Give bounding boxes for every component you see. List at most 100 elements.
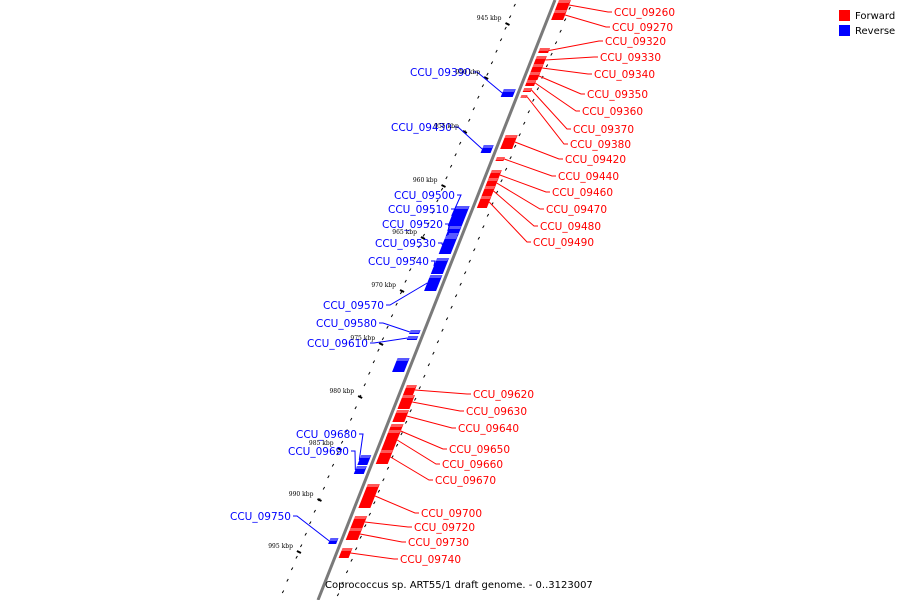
forward-gene-label[interactable]: CCU_09260 xyxy=(614,7,675,19)
gene-glyph xyxy=(522,88,533,92)
tick-dot xyxy=(345,429,348,433)
tick-dot xyxy=(304,532,307,536)
forward-gene-label[interactable]: CCU_09370 xyxy=(573,124,634,136)
leader-line xyxy=(431,260,436,267)
tick-dot xyxy=(309,521,312,525)
leader-line xyxy=(548,40,603,51)
reverse-gene-label[interactable]: CCU_09690 xyxy=(288,446,349,458)
tick-dot xyxy=(504,26,507,30)
gene-highlight xyxy=(486,178,499,181)
tick-dot xyxy=(427,222,430,226)
tick-dot xyxy=(500,179,503,183)
kbp-tick xyxy=(420,236,426,240)
tick-dot xyxy=(299,544,303,548)
legend-forward-label: Forward xyxy=(855,11,895,22)
gene-highlight xyxy=(353,516,368,519)
forward-gene-label[interactable]: CCU_09270 xyxy=(612,22,673,34)
gene-highlight xyxy=(428,275,443,278)
tick-dot xyxy=(281,590,285,594)
forward-gene-label[interactable]: CCU_09740 xyxy=(400,554,461,566)
forward-gene-label[interactable]: CCU_09330 xyxy=(600,52,661,64)
gene-highlight xyxy=(489,170,502,173)
kbp-tick xyxy=(296,550,302,554)
tick-dot xyxy=(423,374,426,378)
reverse-gene-label[interactable]: CCU_09500 xyxy=(394,190,455,202)
leader-line xyxy=(350,552,398,560)
kbp-label: 995 kbp xyxy=(268,543,293,550)
forward-gene-label[interactable]: CCU_09470 xyxy=(546,204,607,216)
tick-dot xyxy=(404,420,408,424)
tick-dot xyxy=(395,302,398,306)
reverse-gene-label[interactable]: CCU_09610 xyxy=(307,338,368,350)
gene-highlight xyxy=(400,395,415,398)
reverse-gene-label[interactable]: CCU_09510 xyxy=(388,204,449,216)
kbp-label: 960 kbp xyxy=(413,177,438,184)
forward-gene-label[interactable]: CCU_09420 xyxy=(565,154,626,166)
leader-line xyxy=(386,282,428,306)
tick-dot xyxy=(322,486,326,490)
reverse-gene-label[interactable]: CCU_09680 xyxy=(296,429,357,441)
gene-highlight xyxy=(404,385,417,388)
tick-dot xyxy=(445,176,448,180)
forward-gene-label[interactable]: CCU_09440 xyxy=(558,171,619,183)
gene-glyph xyxy=(500,89,516,97)
reverse-gene-label[interactable]: CCU_09540 xyxy=(368,256,429,268)
gene-glyph xyxy=(555,0,571,10)
tick-dot xyxy=(290,567,294,571)
reverse-gene-label[interactable]: CCU_09580 xyxy=(316,318,377,330)
forward-gene-label[interactable]: CCU_09620 xyxy=(473,389,534,401)
gene-glyph xyxy=(392,410,410,422)
leader-line xyxy=(293,515,330,542)
tick-dot xyxy=(568,6,571,10)
forward-gene-label[interactable]: CCU_09460 xyxy=(552,187,613,199)
gene-highlight xyxy=(365,484,380,487)
gene-glyph xyxy=(381,430,402,450)
gene-glyph xyxy=(328,538,339,544)
kbp-tick xyxy=(378,342,384,346)
forward-gene-label[interactable]: CCU_09340 xyxy=(594,69,655,81)
forward-gene-label[interactable]: CCU_09650 xyxy=(449,444,510,456)
gene-highlight xyxy=(494,157,505,160)
forward-gene-label[interactable]: CCU_09630 xyxy=(466,406,527,418)
forward-gene-label[interactable]: CCU_09640 xyxy=(458,423,519,435)
reverse-gene-label[interactable]: CCU_09430 xyxy=(391,122,452,134)
forward-gene-label[interactable]: CCU_09360 xyxy=(582,106,643,118)
tick-dot xyxy=(523,121,526,125)
tick-dot xyxy=(382,478,385,482)
reverse-gene-label[interactable]: CCU_09390 xyxy=(410,67,471,79)
leader-line xyxy=(438,242,443,246)
reverse-gene-label[interactable]: CCU_09750 xyxy=(230,511,291,523)
tick-dot xyxy=(368,512,371,516)
forward-gene-label[interactable]: CCU_09320 xyxy=(605,36,666,48)
gene-highlight xyxy=(406,336,419,339)
tick-dot xyxy=(559,29,562,33)
forward-gene-label[interactable]: CCU_09700 xyxy=(421,508,482,520)
gene-highlight xyxy=(387,430,402,433)
forward-gene-label[interactable]: CCU_09480 xyxy=(540,221,601,233)
reverse-gene-label[interactable]: CCU_09530 xyxy=(375,238,436,250)
leader-line xyxy=(538,75,585,95)
forward-gene-label[interactable]: CCU_09730 xyxy=(408,537,469,549)
leader-line xyxy=(412,401,464,412)
forward-gene-label[interactable]: CCU_09380 xyxy=(570,139,631,151)
forward-gene-label[interactable]: CCU_09490 xyxy=(533,237,594,249)
gene-glyph xyxy=(495,157,505,161)
tick-dot xyxy=(486,213,490,217)
gene-highlight xyxy=(519,95,528,98)
reverse-gene-label[interactable]: CCU_09570 xyxy=(323,300,384,312)
forward-gene-label[interactable]: CCU_09670 xyxy=(435,475,496,487)
reverse-gene-label[interactable]: CCU_09520 xyxy=(382,219,443,231)
forward-gene-label[interactable]: CCU_09720 xyxy=(414,522,475,534)
tick-dot xyxy=(414,397,417,401)
tick-dot xyxy=(359,535,362,539)
kbp-label: 945 kbp xyxy=(477,15,502,22)
tick-dot xyxy=(295,555,298,559)
gene-glyph xyxy=(481,186,496,196)
forward-gene-label[interactable]: CCU_09660 xyxy=(442,459,503,471)
tick-dot xyxy=(354,547,358,551)
gene-glyph xyxy=(338,548,353,558)
gene-glyph xyxy=(484,178,499,188)
forward-gene-label[interactable]: CCU_09350 xyxy=(587,89,648,101)
tick-dot xyxy=(445,317,449,321)
